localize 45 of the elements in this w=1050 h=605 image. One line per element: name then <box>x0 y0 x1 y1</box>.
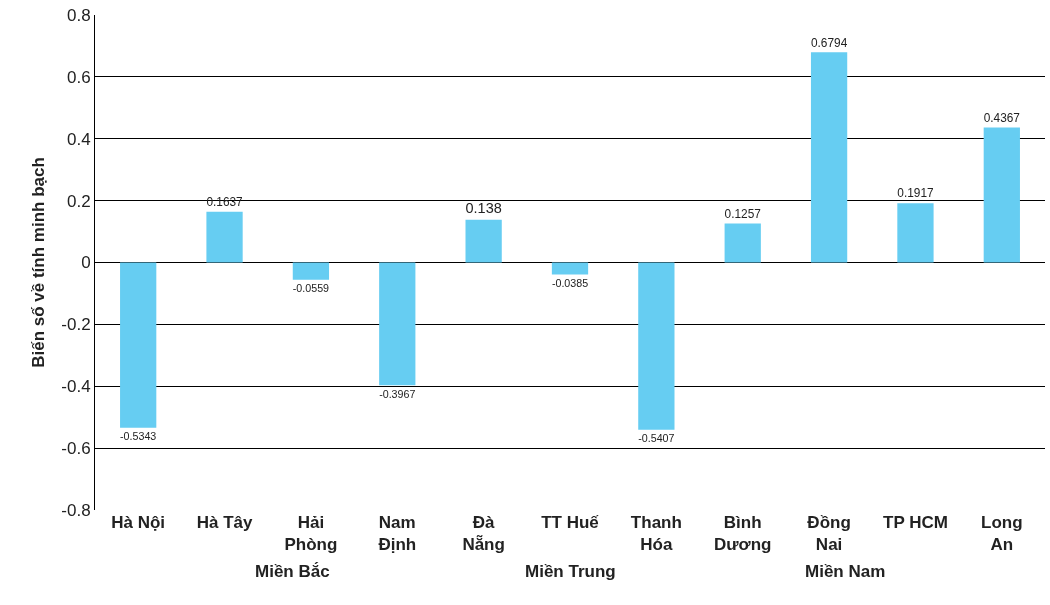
x-tick-label: TP HCM <box>883 513 948 532</box>
bar <box>206 211 243 263</box>
bar <box>810 52 848 263</box>
data-label: -0.5407 <box>638 432 675 445</box>
text: Miền Nam <box>805 562 886 581</box>
y-tick-label: -0.8 <box>61 500 91 520</box>
y-tick-label: -0.4 <box>61 377 91 397</box>
data-label: -0.0385 <box>551 276 589 289</box>
bar <box>551 262 589 275</box>
y-tick-label: 0.2 <box>66 191 91 211</box>
y-tick-label: -0.2 <box>61 315 91 335</box>
bar <box>897 203 934 263</box>
data-label: -0.5343 <box>120 430 157 443</box>
data-label: 0.4367 <box>983 110 1020 125</box>
text: Miền Trung <box>525 562 616 581</box>
x-tick-label: Đồng Nai <box>807 513 851 555</box>
bar <box>120 262 157 428</box>
x-tick-label: Long An <box>981 513 1023 555</box>
data-label: 0.138 <box>465 200 502 217</box>
bar <box>983 127 1020 263</box>
x-tick-label: Bình Dương <box>714 513 772 555</box>
y-tick-label: -0.6 <box>61 439 91 459</box>
bar <box>465 219 502 263</box>
y-tick-label: 0.8 <box>66 5 91 25</box>
bar <box>638 262 675 430</box>
x-tick-label: Nam Định <box>378 513 417 555</box>
data-label: 0.6794 <box>810 35 848 50</box>
x-tick-label: TT Huế <box>541 513 600 532</box>
y-tick-label: 0.6 <box>66 67 91 87</box>
y-tick-label: 0 <box>81 253 91 273</box>
x-tick-label: Hà Nội <box>111 513 166 532</box>
data-label: -0.0559 <box>292 282 330 295</box>
bar <box>379 262 416 386</box>
data-label: 0.1257 <box>724 206 761 221</box>
data-label: 0.1917 <box>897 186 934 201</box>
bar <box>292 262 330 280</box>
x-tick-label: Hải Phòng <box>284 513 338 555</box>
y-tick-label: 0.4 <box>66 129 91 149</box>
bar <box>724 223 761 263</box>
y-axis-title: Biến số về tính minh bạch <box>28 157 48 368</box>
x-tick-label: Đà Nẵng <box>462 513 505 555</box>
x-tick-label: Hà Tây <box>196 513 253 532</box>
x-tick-label: Thanh Hóa <box>630 513 682 555</box>
text: Miền Bắc <box>255 562 330 581</box>
data-label: -0.3967 <box>379 387 416 400</box>
